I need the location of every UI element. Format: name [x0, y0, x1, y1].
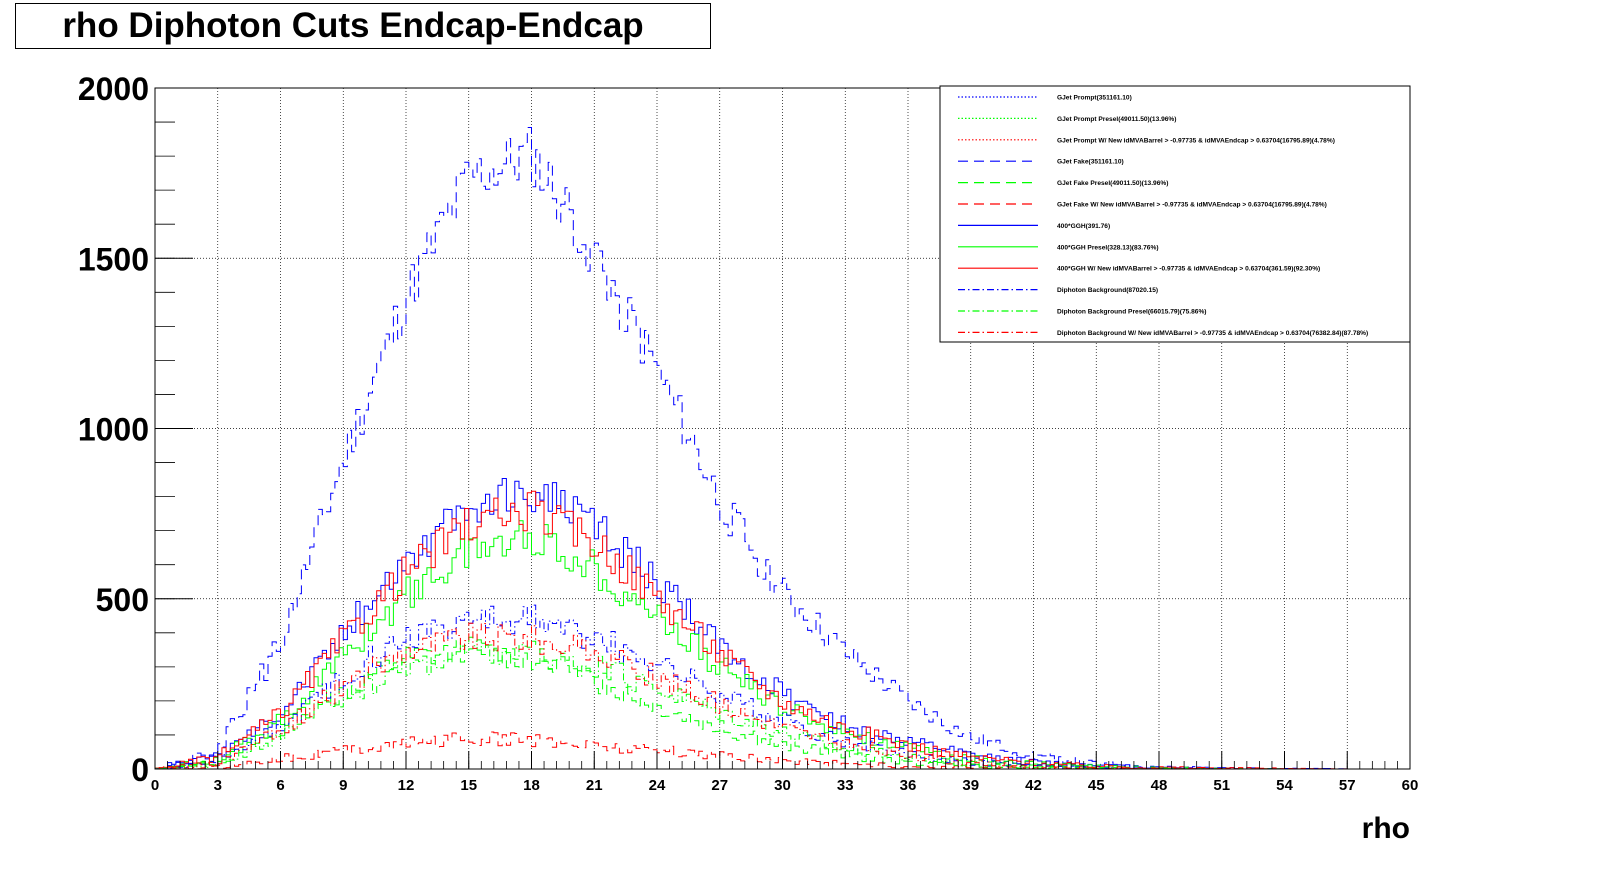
series-line-4 [154, 636, 1410, 770]
chart-title: rho Diphoton Cuts Endcap-Endcap [62, 6, 644, 45]
series-line-11 [154, 622, 1410, 770]
series-line-8 [154, 490, 1410, 770]
x-tick-label-36: 36 [900, 777, 917, 794]
x-tick-label-9: 9 [339, 777, 347, 794]
x-tick-label-60: 60 [1402, 777, 1419, 794]
legend-entry-10: Diphoton Background Presel(66015.79)(75.… [1057, 309, 1207, 316]
x-tick-label-3: 3 [214, 777, 222, 794]
x-tick-label-57: 57 [1339, 777, 1356, 794]
x-tick-label-33: 33 [837, 777, 854, 794]
x-tick-label-24: 24 [649, 777, 666, 794]
x-tick-label-42: 42 [1025, 777, 1042, 794]
legend-entry-0: GJet Prompt(351161.10) [1057, 95, 1132, 102]
y-tick-label-500: 500 [96, 582, 149, 618]
x-tick-label-21: 21 [586, 777, 603, 794]
x-tick-label-48: 48 [1151, 777, 1168, 794]
legend-box [939, 85, 1411, 343]
legend-entry-3: GJet Fake(351161.10) [1057, 159, 1124, 166]
legend-entry-2: GJet Prompt W/ New idMVABarrel > -0.9773… [1057, 137, 1335, 144]
x-tick-label-15: 15 [460, 777, 477, 794]
legend-entry-5: GJet Fake W/ New idMVABarrel > -0.97735 … [1057, 202, 1327, 209]
x-tick-label-12: 12 [398, 777, 415, 794]
series-line-3 [154, 127, 1410, 770]
x-tick-label-39: 39 [962, 777, 979, 794]
y-tick-label-1500: 1500 [78, 241, 149, 277]
y-tick-label-0: 0 [131, 752, 149, 788]
x-tick-label-6: 6 [276, 777, 284, 794]
legend-entry-6: 400*GGH(391.76) [1057, 223, 1110, 230]
x-tick-label-51: 51 [1213, 777, 1230, 794]
x-tick-label-0: 0 [151, 777, 159, 794]
series-line-10 [154, 640, 1410, 770]
legend-entry-11: Diphoton Background W/ New idMVABarrel >… [1057, 330, 1368, 337]
legend-entry-7: 400*GGH Presel(328.13)(83.76%) [1057, 244, 1159, 251]
x-tick-label-18: 18 [523, 777, 540, 794]
y-tick-label-1000: 1000 [78, 412, 149, 448]
title-box: rho Diphoton Cuts Endcap-Endcap [15, 3, 711, 49]
x-axis-label: rho [1362, 812, 1410, 845]
y-tick-label-2000: 2000 [78, 71, 149, 107]
x-tick-label-54: 54 [1276, 777, 1293, 794]
legend-entry-8: 400*GGH W/ New idMVABarrel > -0.97735 & … [1057, 266, 1320, 273]
legend: GJet Prompt(351161.10) GJet Prompt Presel… [939, 85, 1411, 343]
legend-entry-4: GJet Fake Presel(49011.50)(13.96%) [1057, 180, 1168, 187]
legend-entry-9: Diphoton Background(87020.15) [1057, 287, 1158, 294]
x-tick-label-30: 30 [774, 777, 791, 794]
x-tick-label-27: 27 [711, 777, 728, 794]
axes: 0 3 6 9 12 15 18 21 24 27 30 33 36 39 42 45 48 51 54 57 6005… [78, 71, 1419, 794]
legend-entry-1: GJet Prompt Presel(49011.50)(13.96%) [1057, 116, 1176, 123]
x-tick-label-45: 45 [1088, 777, 1105, 794]
